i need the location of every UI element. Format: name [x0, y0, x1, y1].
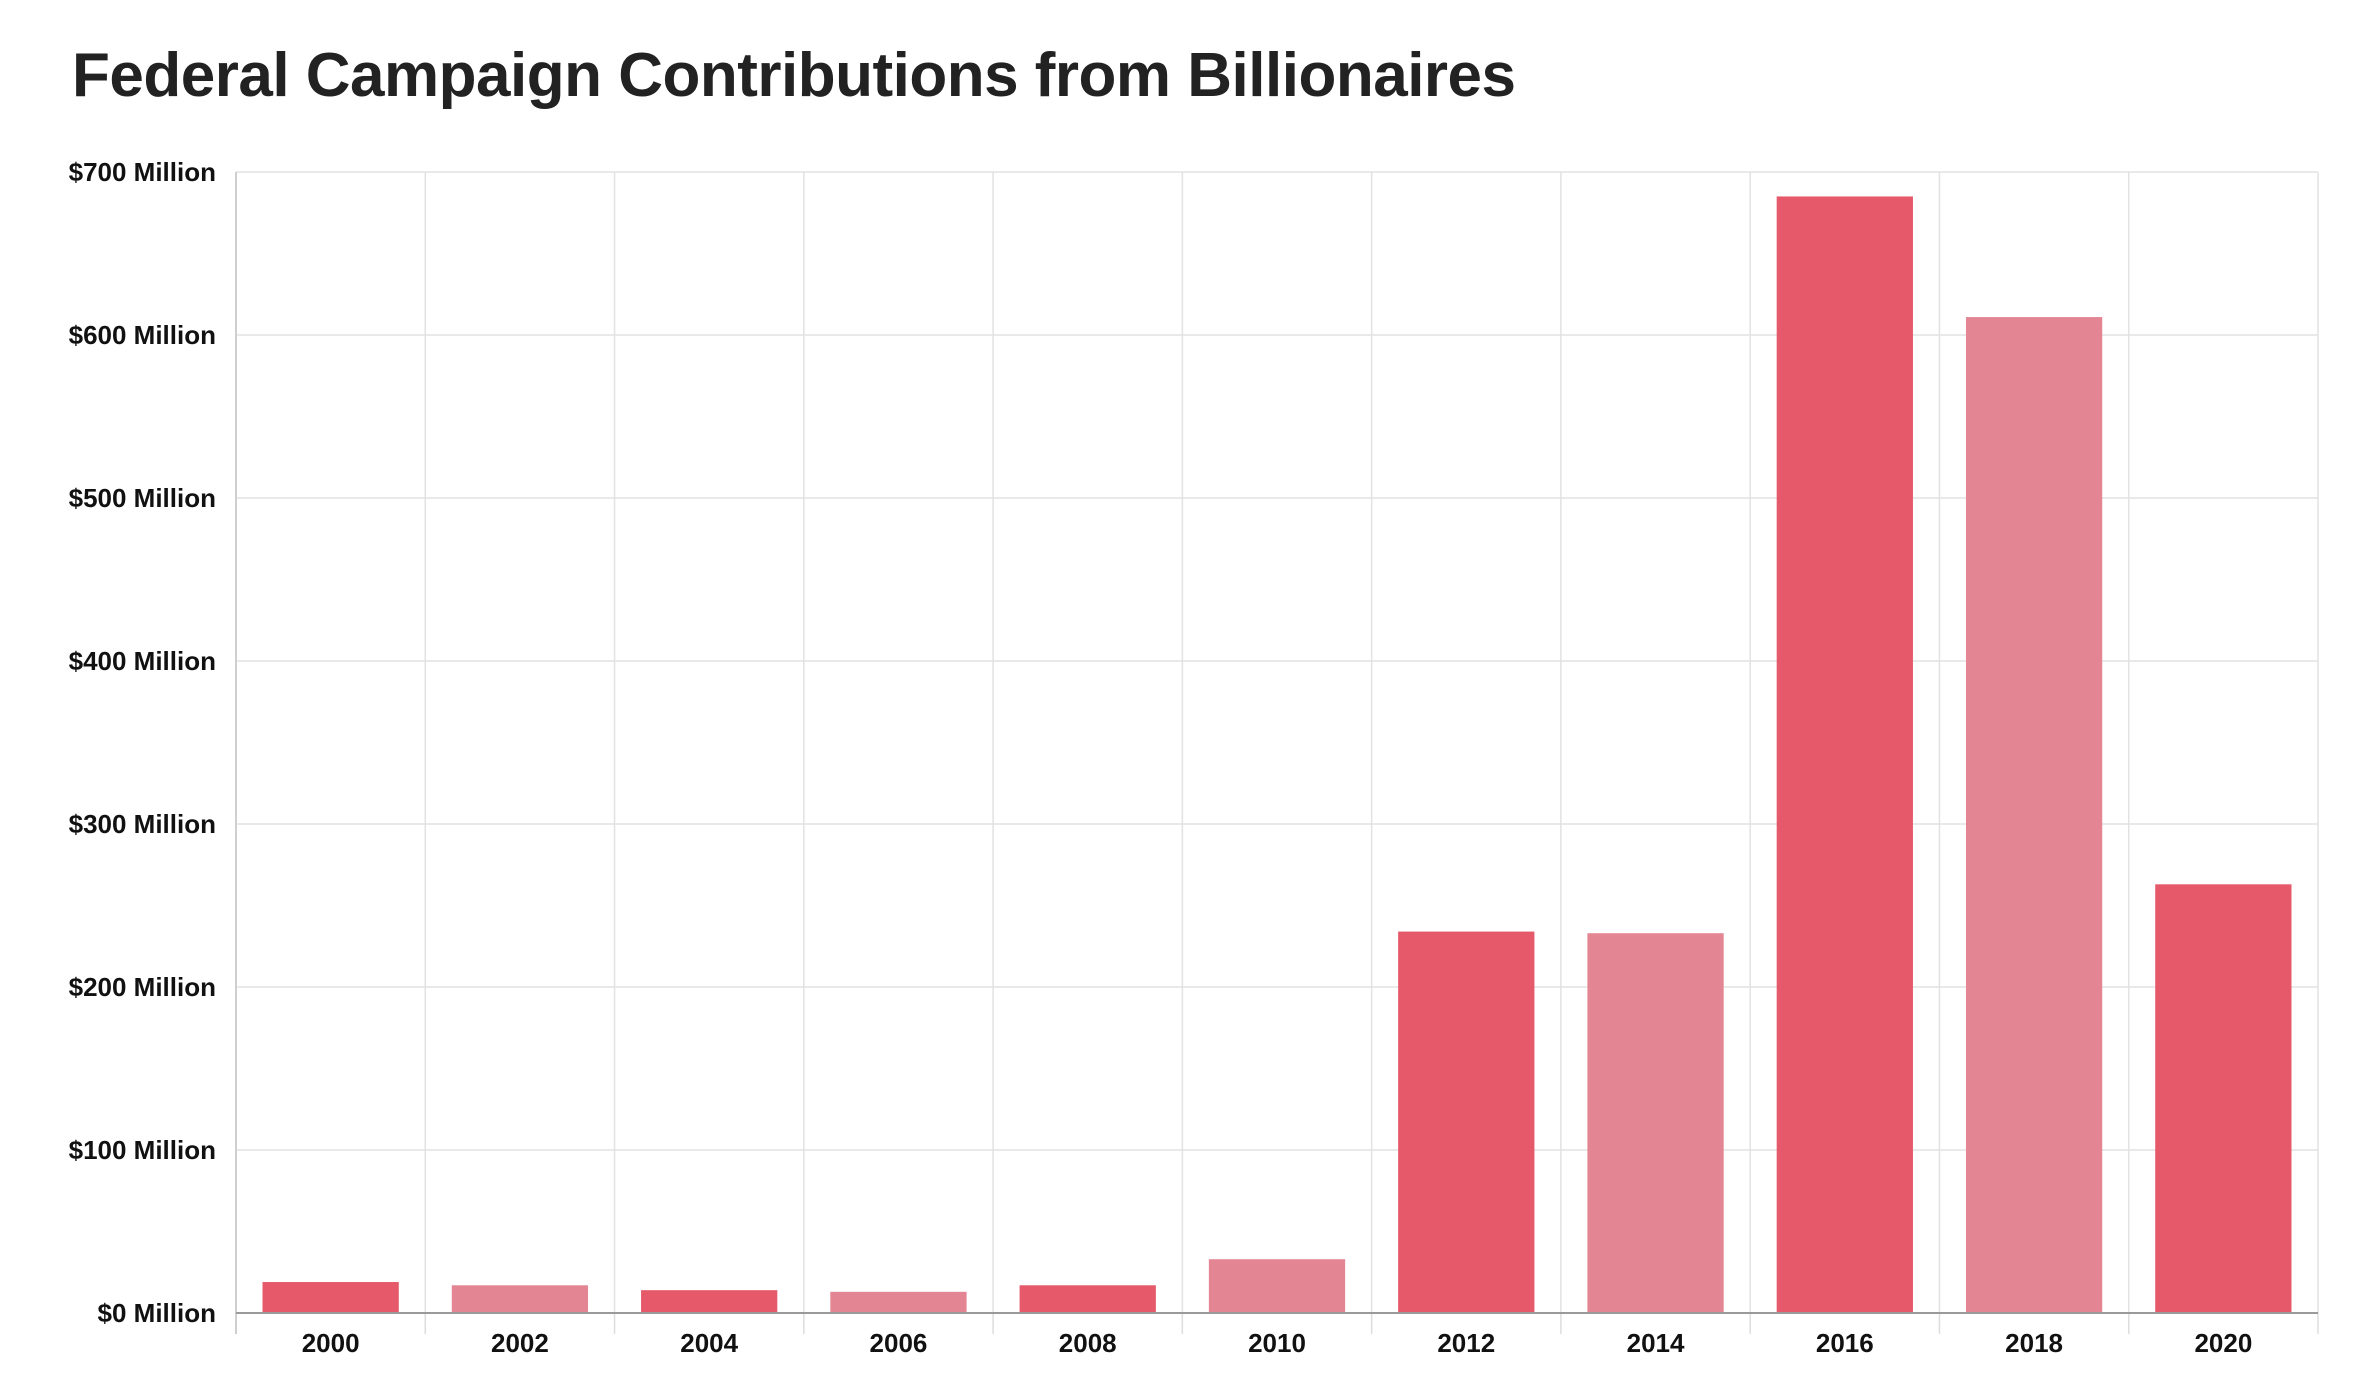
x-tick-label: 2014: [1627, 1328, 1685, 1358]
x-tick-label: 2016: [1816, 1328, 1874, 1358]
bar-2006: [830, 1291, 967, 1313]
x-tick-label: 2000: [302, 1328, 360, 1358]
bar-2000: [262, 1282, 399, 1313]
y-tick-label: $400 Million: [69, 646, 216, 676]
y-tick-label: $0 Million: [98, 1298, 216, 1328]
x-tick-label: 2018: [2005, 1328, 2063, 1358]
bar-2010: [1208, 1259, 1346, 1313]
bar-2002: [451, 1285, 589, 1313]
x-tick-label: 2004: [680, 1328, 738, 1358]
bar-2014: [1587, 933, 1724, 1313]
y-tick-label: $100 Million: [69, 1135, 216, 1165]
x-tick-label: 2008: [1059, 1328, 1117, 1358]
bars: [262, 196, 2292, 1314]
y-tick-label: $600 Million: [69, 320, 216, 350]
chart-title: Federal Campaign Contributions from Bill…: [72, 41, 1516, 110]
y-tick-label: $700 Million: [69, 157, 216, 187]
tick-labels: $0 Million $100 Million $200 Million $300 M…: [69, 157, 2253, 1358]
x-tick-label: 2002: [491, 1328, 549, 1358]
bar-2018: [1965, 317, 2103, 1313]
x-tick-label: 2012: [1437, 1328, 1495, 1358]
x-tick-label: 2020: [2194, 1328, 2252, 1358]
bar-2008: [1019, 1285, 1156, 1313]
y-tick-label: $300 Million: [69, 809, 216, 839]
bar-2004: [641, 1290, 778, 1313]
x-tick-label: 2006: [870, 1328, 928, 1358]
y-tick-label: $200 Million: [69, 972, 216, 1002]
bar-2012: [1398, 931, 1535, 1313]
x-tick-label: 2010: [1248, 1328, 1306, 1358]
axes: [235, 172, 2319, 1334]
y-tick-label: $500 Million: [69, 483, 216, 513]
bar-2016: [1776, 196, 1913, 1314]
bar-2020: [2155, 884, 2292, 1313]
